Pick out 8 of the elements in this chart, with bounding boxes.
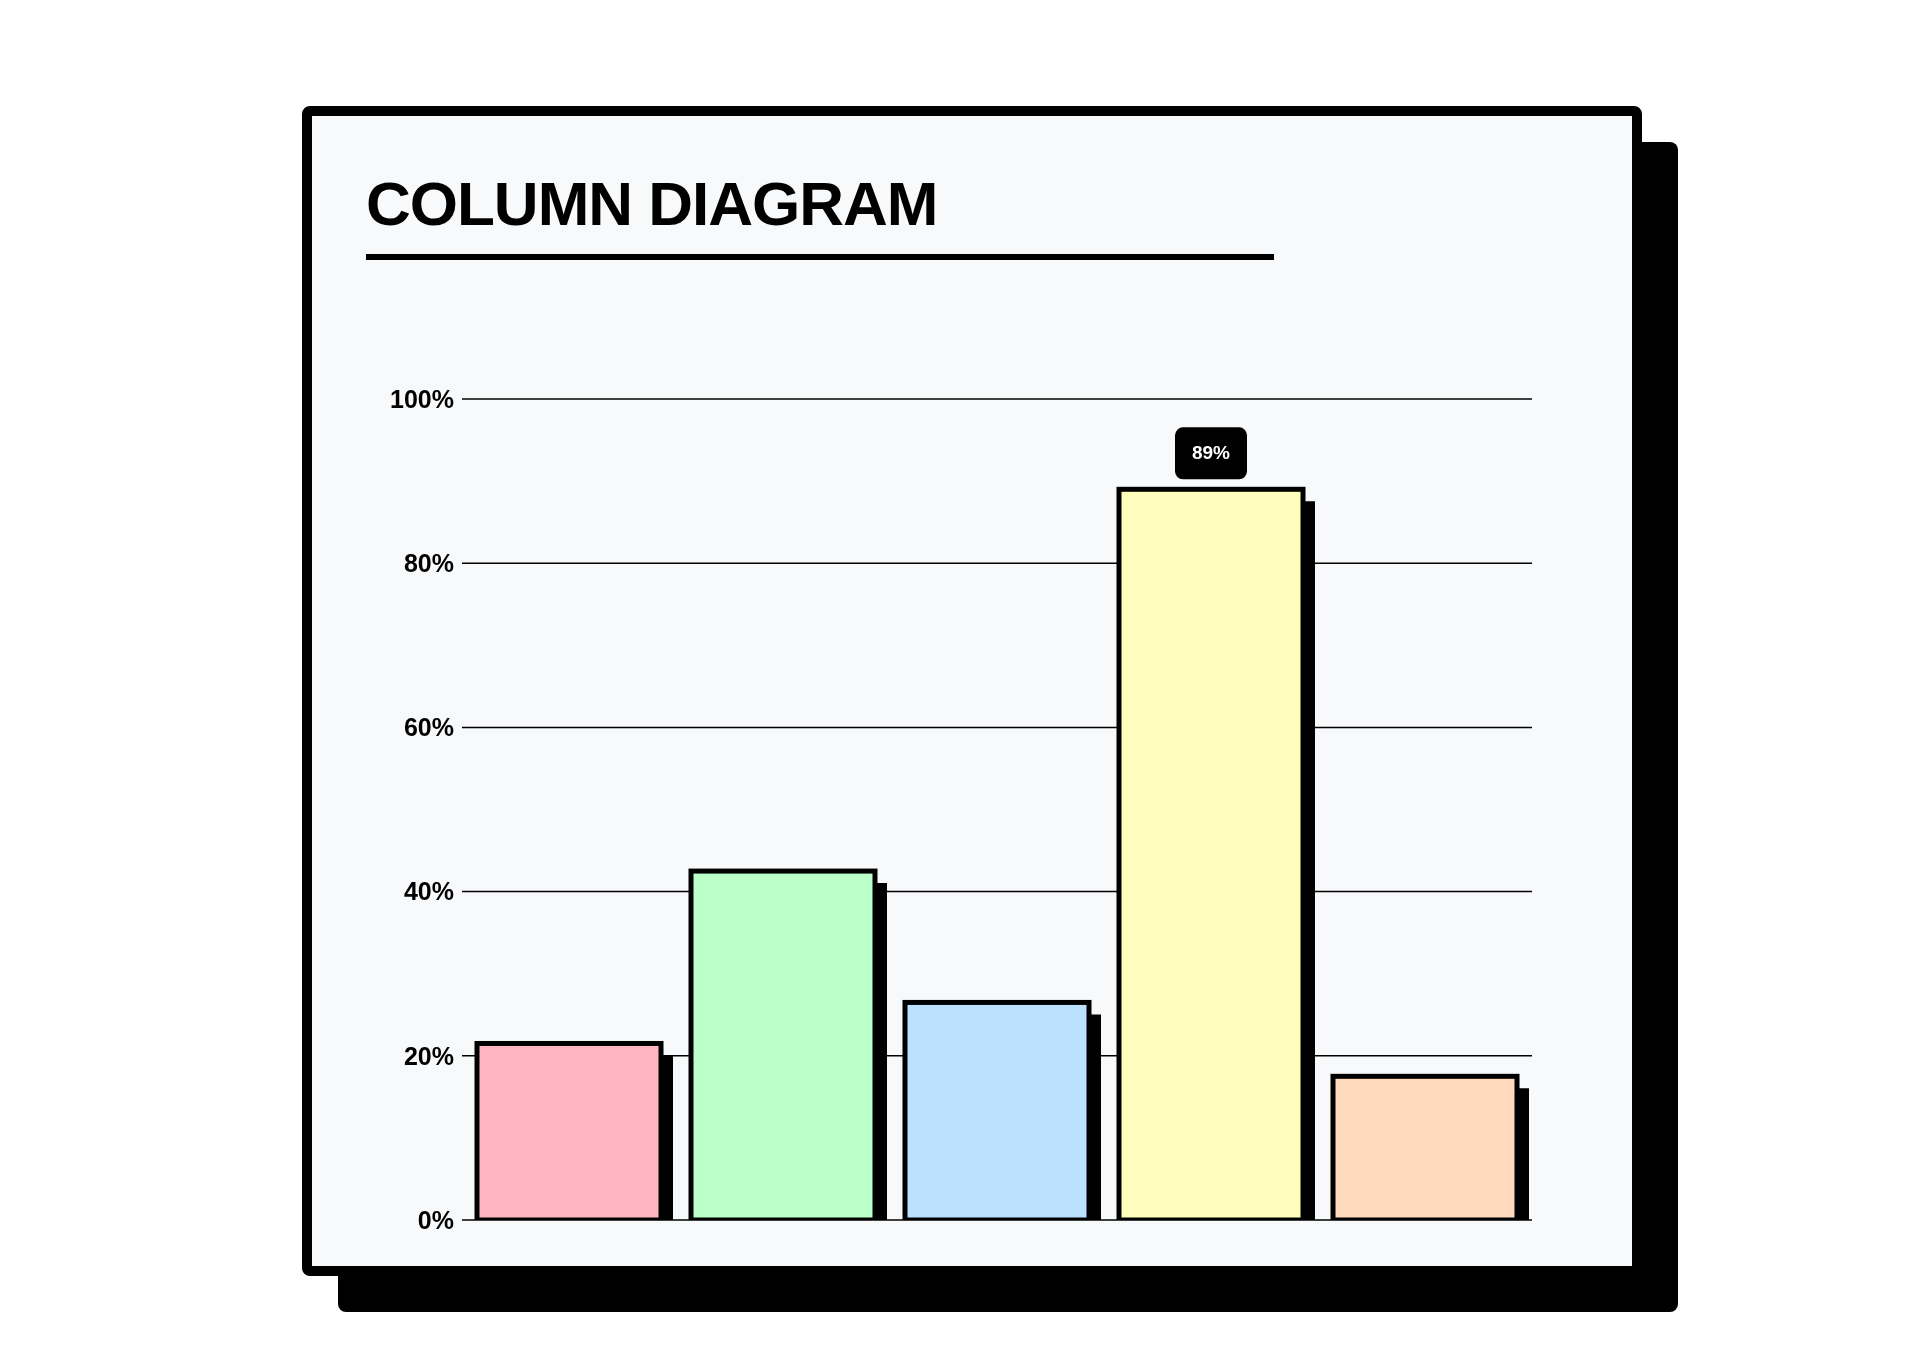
chart-title: COLUMN DIAGRAM — [366, 168, 938, 239]
y-tick-label: 20% — [403, 1041, 454, 1070]
y-tick-label: 0% — [417, 1205, 454, 1234]
y-tick-label: 60% — [403, 713, 454, 742]
y-tick-label: 80% — [403, 549, 454, 578]
data-label: 89% — [1191, 442, 1231, 464]
y-tick-label: 40% — [403, 877, 454, 906]
y-tick-label: 100% — [390, 384, 454, 413]
